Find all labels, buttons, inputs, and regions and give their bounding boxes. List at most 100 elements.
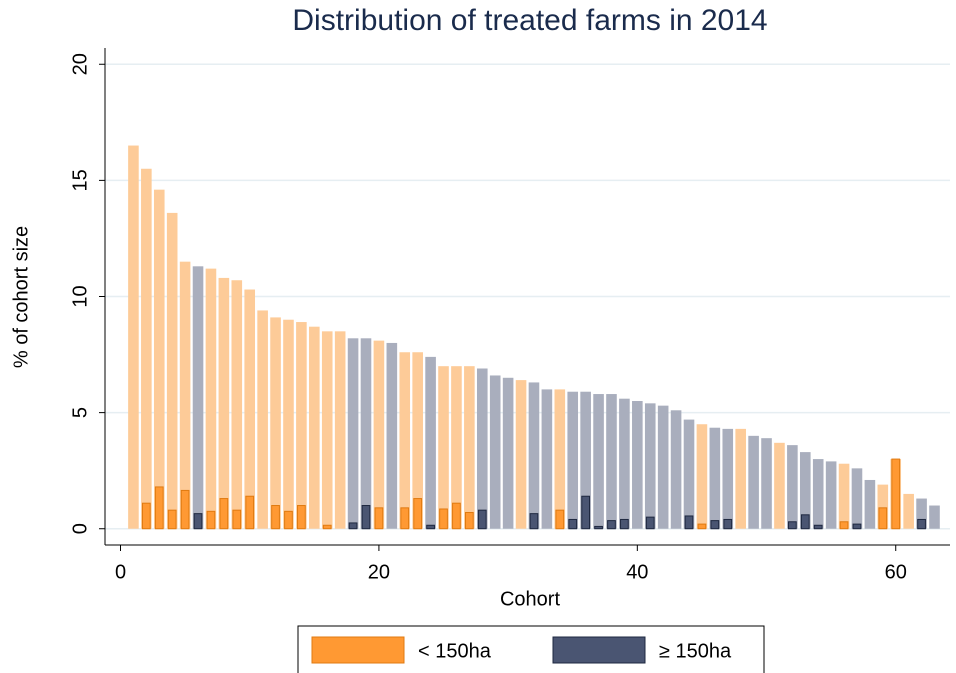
cohort-bar xyxy=(399,352,411,529)
cohort-bar xyxy=(528,382,540,529)
treated-bar xyxy=(607,520,616,530)
chart-title: Distribution of treated farms in 2014 xyxy=(292,4,767,37)
cohort-bar xyxy=(166,212,178,529)
cohort-bar xyxy=(903,493,914,529)
treated-bar xyxy=(361,505,371,530)
cohort-bar xyxy=(877,484,889,529)
treated-bar xyxy=(594,525,603,530)
treated-bar xyxy=(284,510,293,530)
cohort-bar xyxy=(309,326,320,529)
legend-label: ≥ 150ha xyxy=(659,640,732,662)
treated-bar xyxy=(193,513,203,530)
x-tick-label: 0 xyxy=(115,561,126,583)
cohort-bar xyxy=(696,424,708,529)
cohort-bar xyxy=(270,317,281,529)
y-tick-label: 20 xyxy=(69,53,91,75)
treated-bar xyxy=(413,498,423,530)
treated-bar xyxy=(891,458,901,530)
treated-bar xyxy=(852,523,862,530)
treated-bar xyxy=(452,502,461,530)
y-tick-label: 5 xyxy=(69,407,91,418)
treated-bar xyxy=(141,502,151,530)
cohort-bar xyxy=(709,427,721,529)
cohort-bar xyxy=(812,459,824,529)
cohort-bar xyxy=(787,445,798,529)
cohort-bar xyxy=(735,428,746,529)
cohort-bar xyxy=(774,442,785,529)
treated-bar xyxy=(297,505,306,530)
treated-bar xyxy=(684,515,694,530)
treated-bar xyxy=(697,523,707,530)
x-tick-label: 60 xyxy=(885,561,907,583)
cohort-bar xyxy=(451,366,462,529)
cohort-bar xyxy=(476,368,488,529)
treated-bar xyxy=(348,522,358,530)
cohort-bar xyxy=(799,452,811,529)
treated-bar xyxy=(878,507,888,530)
cohort-bar xyxy=(515,380,527,529)
cohort-bar xyxy=(321,331,333,529)
treated-bar xyxy=(620,518,629,530)
treated-bar xyxy=(839,521,849,530)
treated-bar xyxy=(219,498,229,530)
cohort-bar xyxy=(619,398,630,529)
treated-bar xyxy=(322,524,332,530)
treated-bar xyxy=(813,524,823,530)
cohort-bar xyxy=(864,479,876,529)
cohort-bar xyxy=(502,377,514,529)
cohort-bar xyxy=(567,391,579,529)
y-tick-label: 15 xyxy=(69,169,91,191)
y-axis-label: % of cohort size xyxy=(10,226,32,368)
cohort-bar xyxy=(644,403,656,529)
cohort-bar xyxy=(425,356,436,529)
cohort-bar xyxy=(606,394,617,529)
treated-bar xyxy=(167,509,177,530)
cohort-bar xyxy=(296,322,307,529)
treated-bar xyxy=(245,495,255,530)
cohort-bar xyxy=(748,435,759,529)
cohort-bar xyxy=(632,401,643,529)
cohort-bar xyxy=(541,389,553,529)
cohort-bar xyxy=(464,366,475,529)
treated-bar xyxy=(723,518,733,530)
cohort-bar xyxy=(360,338,372,529)
treated-bar xyxy=(477,509,487,530)
cohort-bar xyxy=(179,261,191,529)
cohort-bar xyxy=(373,340,385,529)
cohort-bar xyxy=(670,410,682,529)
cohort-bar xyxy=(153,189,165,529)
cohort-bar xyxy=(851,468,863,529)
treated-bar xyxy=(271,505,280,530)
treated-bar xyxy=(426,524,435,530)
cohort-bar xyxy=(244,289,256,529)
treated-bar xyxy=(232,509,242,530)
y-tick-label: 10 xyxy=(69,285,91,307)
cohort-bar xyxy=(593,394,604,529)
cohort-bar xyxy=(838,463,850,529)
treated-bar xyxy=(581,495,591,530)
treated-bar xyxy=(645,516,655,530)
cohort-bar xyxy=(489,375,501,529)
treated-bar xyxy=(710,520,720,530)
cohort-bar xyxy=(347,338,359,529)
legend-box xyxy=(297,625,765,673)
treated-bar xyxy=(206,510,216,530)
cohort-bar xyxy=(929,505,940,529)
cohort-bar xyxy=(438,366,449,529)
cohort-bar xyxy=(580,391,591,529)
treated-bar xyxy=(180,489,190,530)
cohort-bar xyxy=(218,277,230,529)
cohort-bar xyxy=(722,428,734,529)
legend-label: < 150ha xyxy=(418,640,492,662)
legend-swatch xyxy=(552,636,646,664)
treated-bar xyxy=(439,508,448,530)
cohort-bar xyxy=(128,145,139,529)
cohort-bar xyxy=(334,331,346,529)
treated-bar xyxy=(464,511,474,530)
cohort-bar xyxy=(657,405,669,529)
x-axis-label: Cohort xyxy=(500,588,560,610)
cohort-bar xyxy=(141,168,152,529)
cohort-bar xyxy=(683,419,695,529)
cohort-bar xyxy=(205,268,217,529)
